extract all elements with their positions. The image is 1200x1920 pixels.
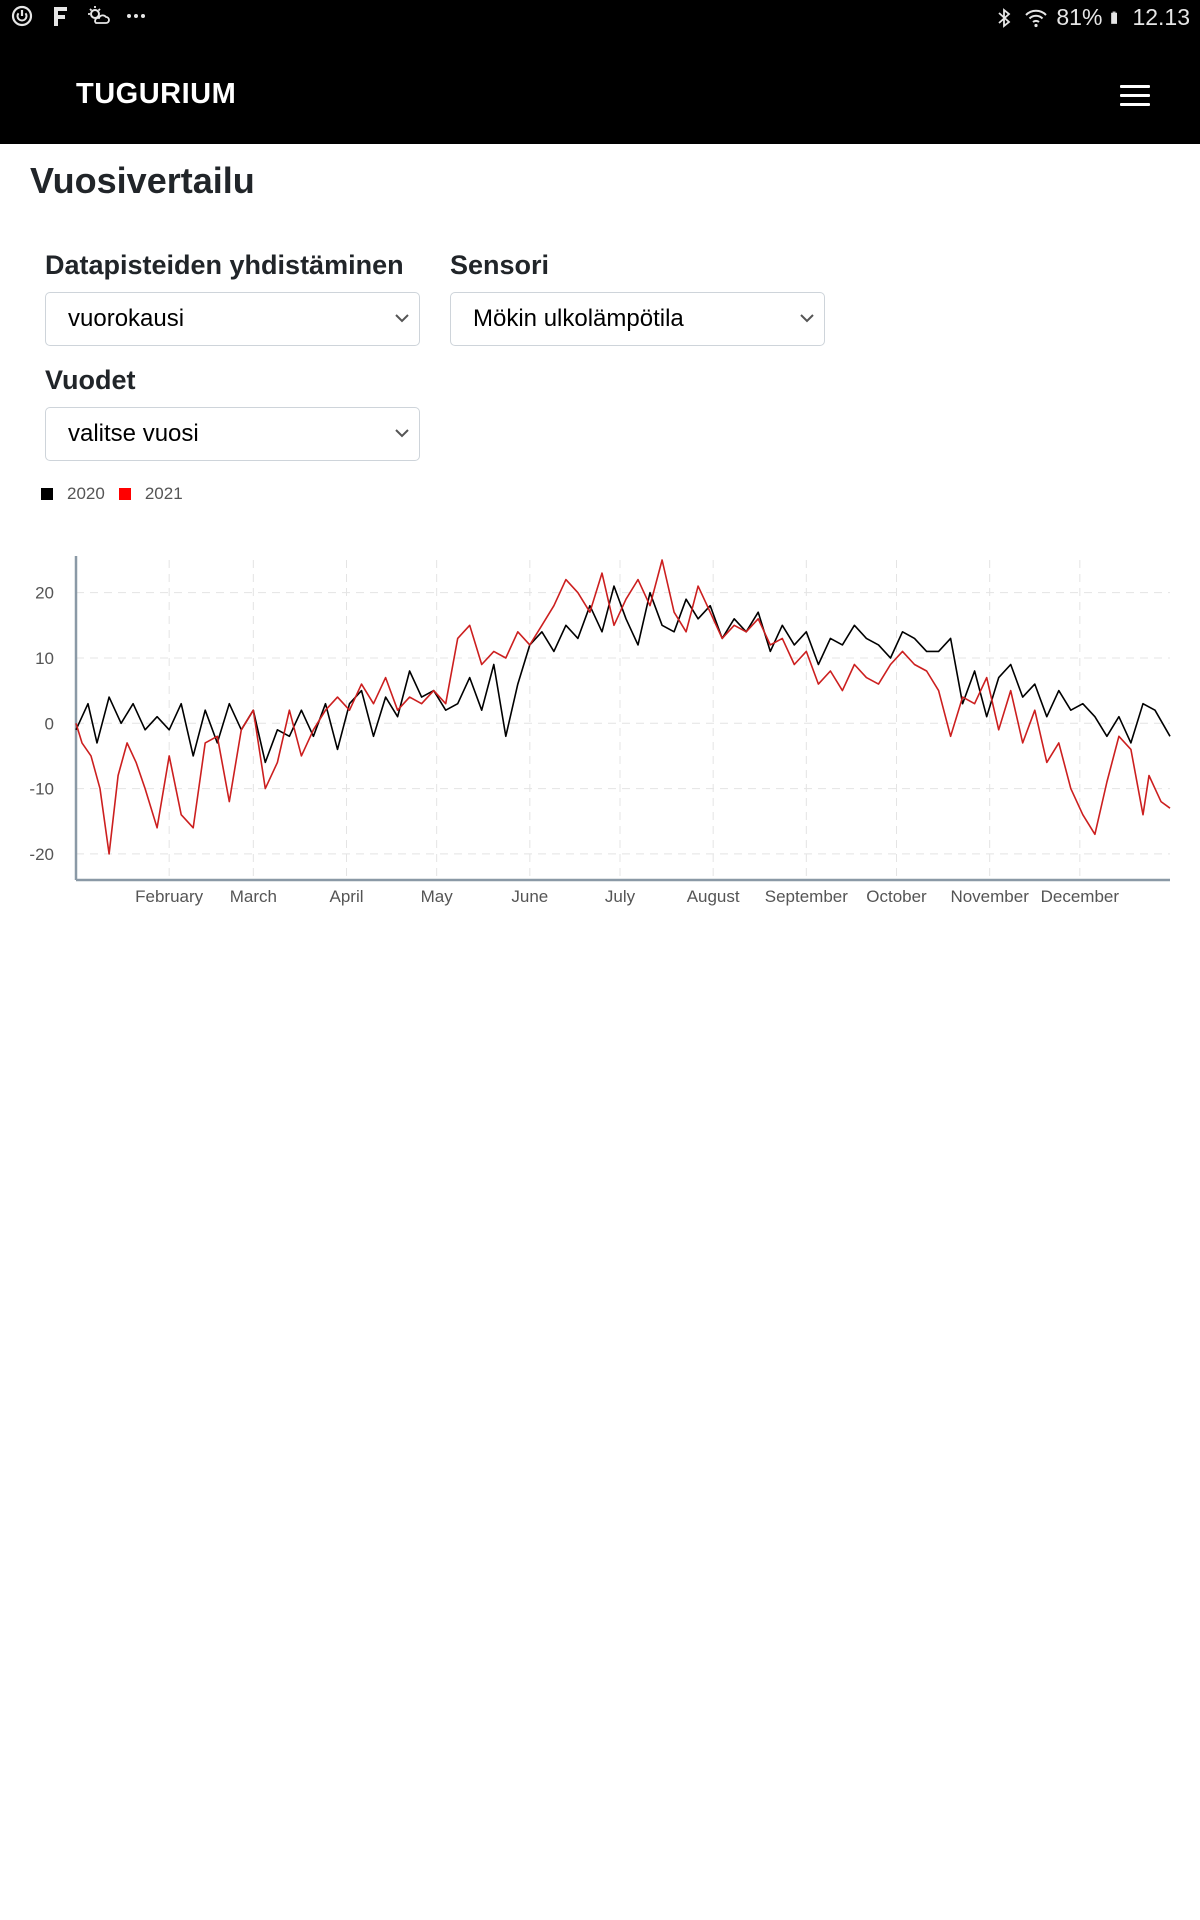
power-ring-icon (11, 5, 33, 27)
years-select[interactable]: valitse vuosi (45, 407, 420, 461)
sensor-label: Sensori (450, 250, 550, 280)
y-tick-label: 0 (45, 714, 54, 733)
x-tick-label: March (230, 887, 277, 906)
x-tick-label: December (1041, 887, 1120, 906)
x-tick-label: August (687, 887, 740, 906)
battery-percent: 81% (1056, 4, 1103, 30)
y-tick-label: -20 (29, 845, 54, 864)
x-tick-label: May (421, 887, 454, 906)
legend-label-2021[interactable]: 2021 (144, 484, 183, 503)
x-tick-label: February (135, 887, 204, 906)
wifi-icon (1025, 9, 1048, 27)
f-app-icon (54, 7, 67, 26)
x-tick-label: October (866, 887, 927, 906)
x-tick-label: April (329, 887, 363, 906)
battery-icon (1111, 11, 1118, 24)
aggregation-select-value: vuorokausi (68, 305, 185, 332)
x-tick-label: July (605, 887, 636, 906)
aggregation-select[interactable]: vuorokausi (45, 292, 420, 346)
brand-logo[interactable]: TUGURIUM (76, 78, 237, 110)
weather-icon (88, 6, 110, 24)
page-title: Vuosivertailu (30, 160, 255, 201)
bluetooth-icon (998, 7, 1011, 28)
clock: 12.13 (1132, 4, 1190, 30)
temperature-chart: 20 10 0 -10 -20 February March April May June July… (29, 556, 1171, 906)
series-line-2021 (75, 559, 1171, 855)
more-notifications-icon (127, 14, 145, 18)
sensor-select[interactable]: Mökin ulkolämpötila (450, 292, 825, 346)
legend-label-2020[interactable]: 2020 (67, 484, 105, 503)
status-bar-notifications (10, 4, 148, 28)
x-tick-label: June (511, 887, 548, 906)
status-bar: 81% 12.13 (0, 0, 1200, 38)
legend-swatch-2020[interactable] (41, 488, 53, 500)
x-tick-label: November (950, 887, 1029, 906)
hamburger-menu-icon[interactable] (1120, 85, 1150, 109)
chevron-down-icon (395, 314, 409, 323)
x-tick-label: September (765, 887, 848, 906)
navbar: TUGURIUM (0, 38, 1200, 144)
years-label: Vuodet (45, 365, 136, 395)
y-tick-label: -10 (29, 780, 54, 799)
aggregation-label: Datapisteiden yhdistäminen (45, 250, 404, 280)
years-select-value: valitse vuosi (68, 420, 199, 447)
y-tick-label: 10 (35, 649, 54, 668)
chevron-down-icon (395, 429, 409, 438)
status-bar-system: 81% 12.13 (992, 4, 1190, 31)
chevron-down-icon (800, 314, 814, 323)
y-tick-label: 20 (35, 584, 54, 603)
chart-legend: 2020 2021 (41, 484, 197, 504)
sensor-select-value: Mökin ulkolämpötila (473, 305, 684, 332)
legend-swatch-2021[interactable] (118, 488, 131, 500)
